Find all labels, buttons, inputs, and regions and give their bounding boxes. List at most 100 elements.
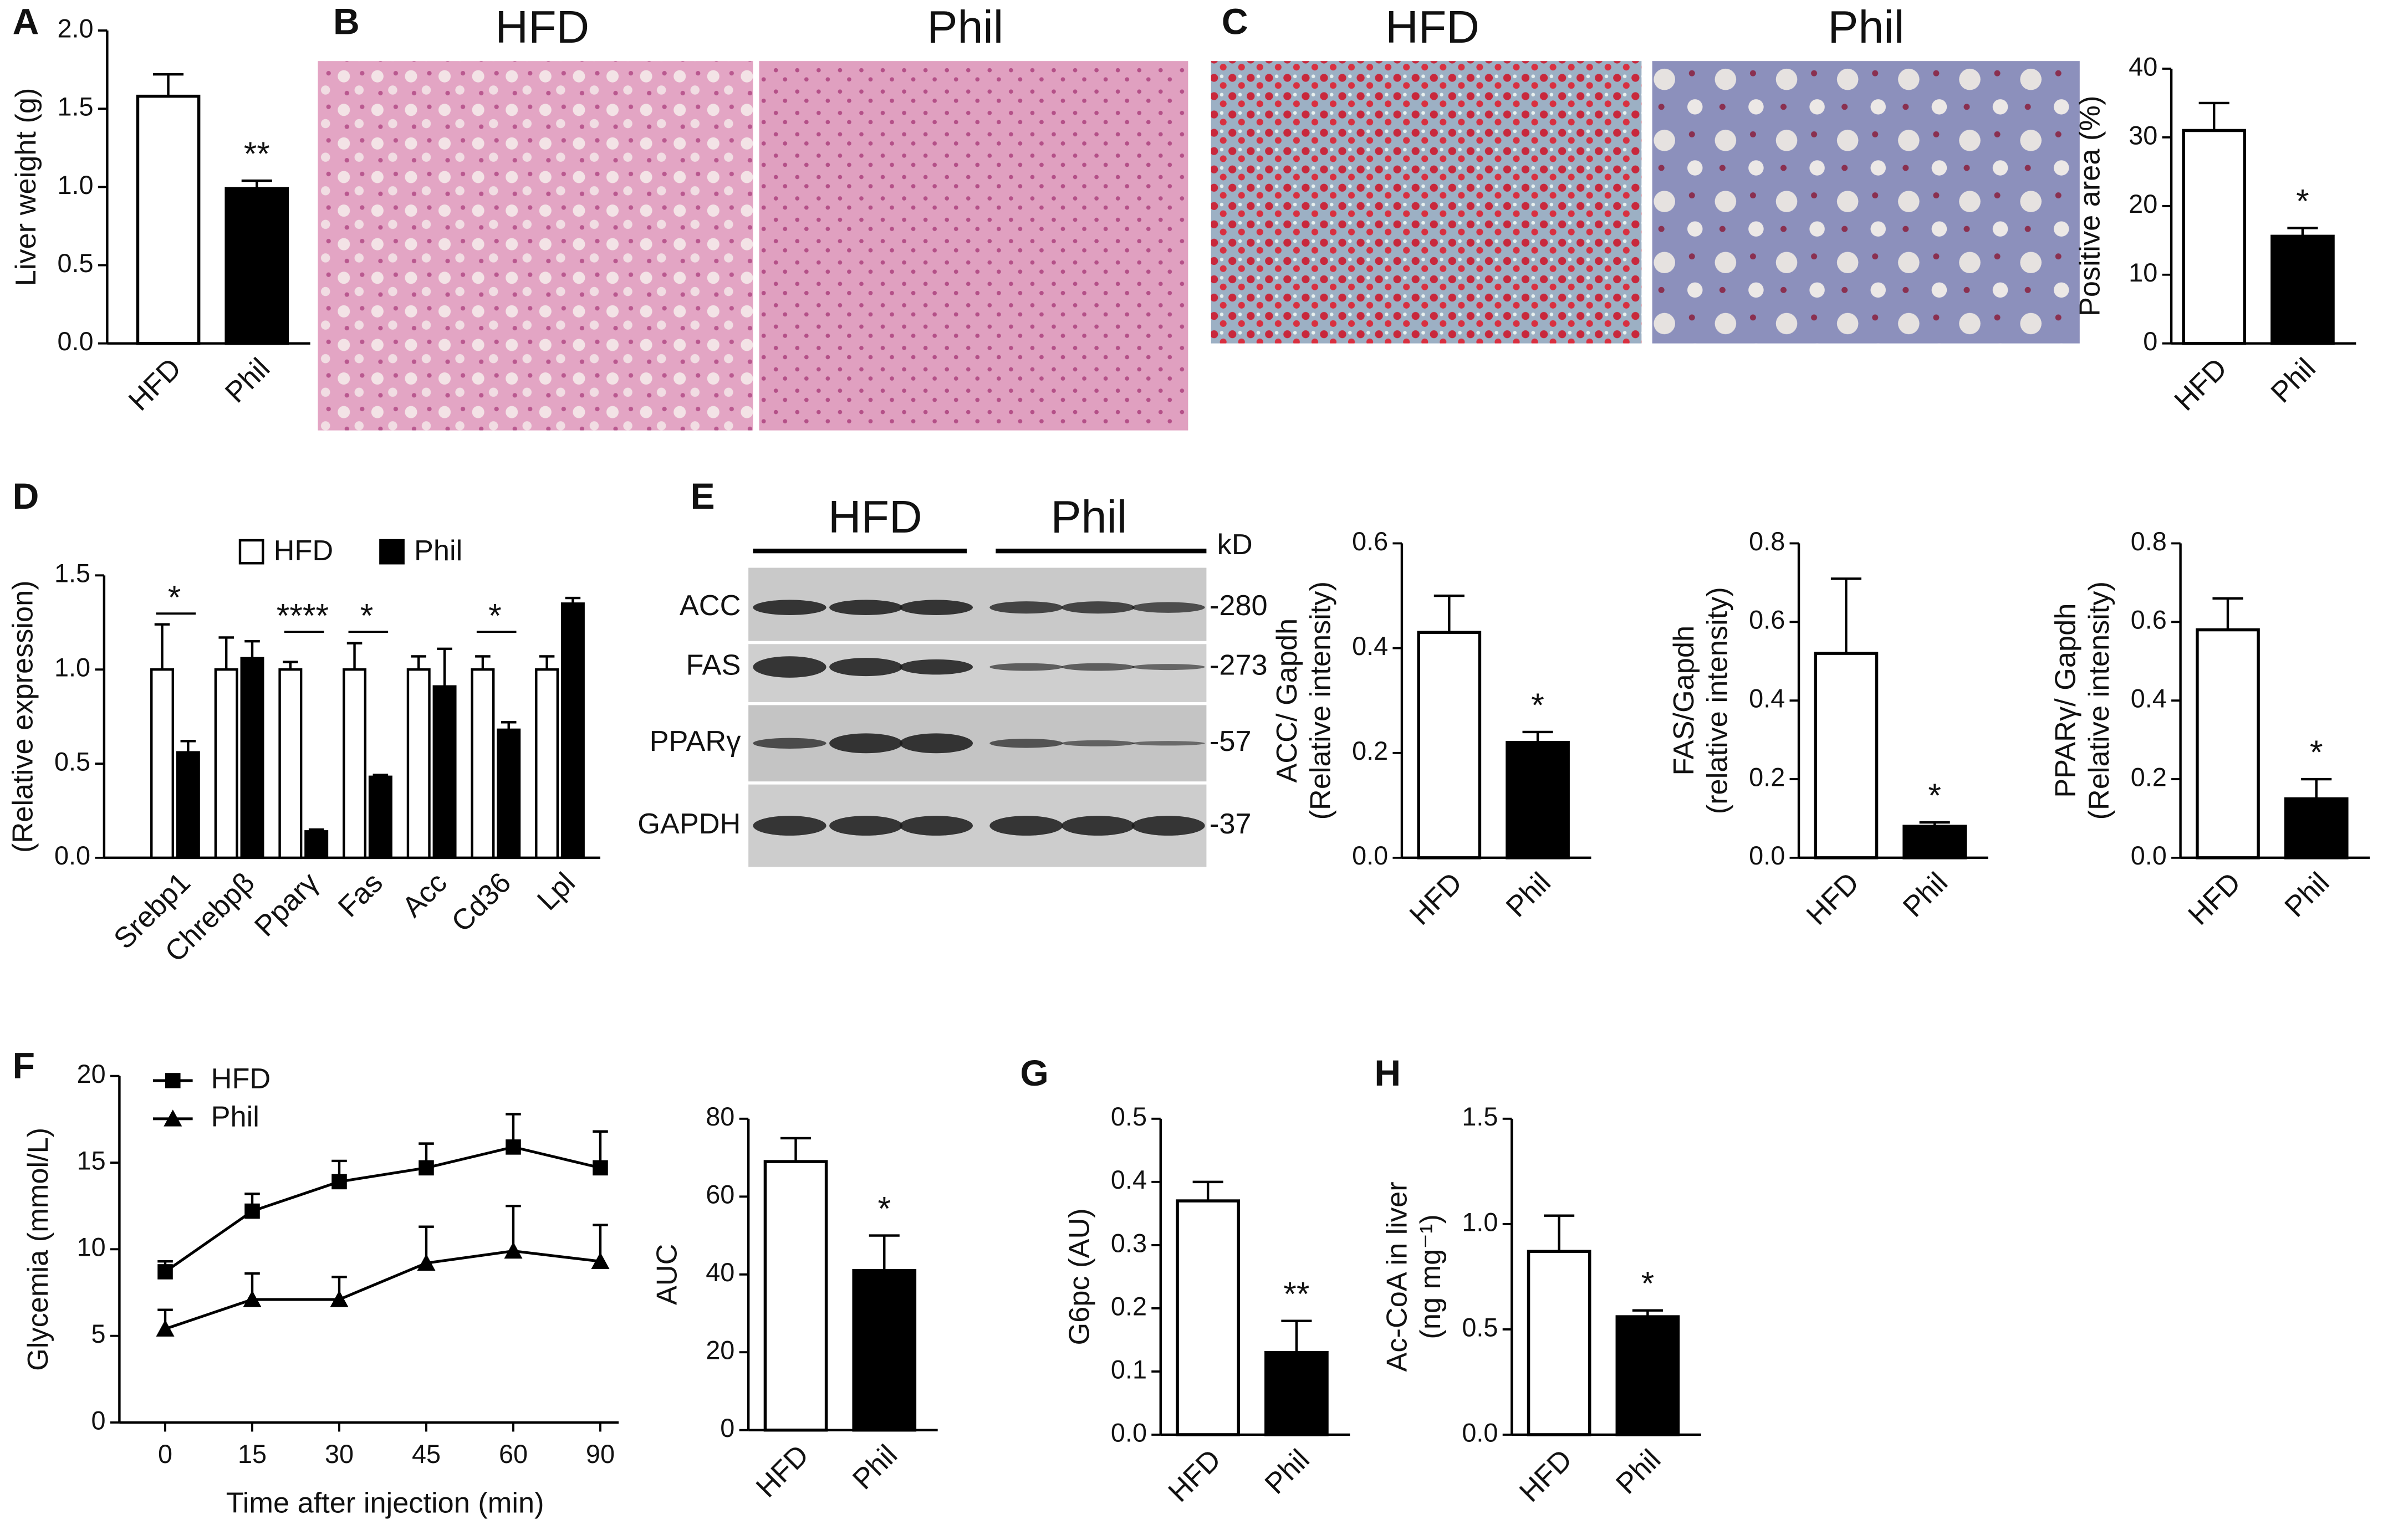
y-tick-label: 0.0: [54, 841, 90, 870]
legend-label: Phil: [211, 1101, 259, 1133]
x-tick-label: Cd36: [446, 867, 517, 938]
bar: [304, 830, 329, 859]
error-bar: [1830, 577, 1861, 654]
bar: [1814, 652, 1879, 859]
significance: *: [1641, 1265, 1655, 1302]
error-bar: [411, 655, 427, 670]
y-tick-label: 0.2: [1111, 1292, 1147, 1321]
size-label: -280: [1210, 590, 1268, 622]
blot-band: [753, 816, 826, 836]
y-tick-label: 1.5: [1462, 1102, 1498, 1131]
chart: 0 5 10 15 20 Glycemia (mmol/L) 0 15 30 45 60 90 Time…: [22, 1060, 619, 1519]
significance: *: [2296, 182, 2309, 219]
significance: *: [2310, 733, 2323, 771]
bar: [852, 1268, 917, 1432]
marker: [419, 1160, 434, 1176]
x-axis-label: Time after injection (min): [226, 1487, 544, 1519]
bar: [471, 668, 495, 859]
y-tick-label: 0.1: [1111, 1355, 1147, 1384]
legend-marker: [164, 1109, 182, 1127]
x-tick-label: Phil: [1610, 1444, 1667, 1501]
y-tick-label: 0: [720, 1414, 734, 1442]
panel-label: D: [13, 476, 39, 517]
group-label: Phil: [1050, 491, 1127, 543]
bar: [1506, 741, 1570, 859]
x-tick-label: 15: [238, 1440, 267, 1469]
significance: **: [1283, 1275, 1309, 1313]
image-title: HFD: [495, 1, 589, 53]
y-axis-label: ACC/ Gapdh: [1271, 618, 1303, 783]
error-bar: [2212, 597, 2243, 630]
error-bar: [180, 740, 196, 753]
line: [165, 1249, 601, 1331]
y-tick-label: 20: [2129, 190, 2157, 218]
bar: [1615, 1315, 1680, 1436]
y-tick-label: 30: [2129, 121, 2157, 150]
blot-band: [1131, 602, 1205, 613]
y-tick-label: 0.0: [1749, 841, 1785, 870]
x-tick-label: Acc: [396, 867, 453, 924]
x-tick-label: 60: [499, 1440, 528, 1469]
blot-band: [1131, 741, 1205, 746]
blot-band: [753, 600, 826, 615]
x-tick-label: Phil: [1259, 1444, 1316, 1501]
chart: 0.0 0.5 1.0 1.5 Ac-CoA in liver (ng mg⁻¹) HFD P…: [1381, 1102, 1701, 1508]
x-tick-label: 30: [325, 1440, 354, 1469]
marker: [157, 1264, 173, 1280]
bar: [1417, 631, 1482, 859]
y-axis-label: Positive area (%): [2074, 96, 2106, 316]
error-bar: [1632, 1309, 1663, 1317]
marker: [331, 1174, 347, 1190]
error-bar: [241, 179, 272, 189]
protein-label: ACC: [680, 590, 741, 622]
bar: [1902, 825, 1967, 859]
bar: [343, 668, 367, 859]
blot-strip: [748, 644, 1207, 702]
unit-label: kD: [1217, 529, 1253, 561]
blot-band: [1131, 664, 1205, 671]
x-tick-label: Phil: [2279, 867, 2336, 924]
error-bar: [308, 828, 324, 832]
blot-strip: [748, 567, 1207, 641]
chart: 0.0 0.2 0.4 0.6 0.8 PPARγ/ Gapdh (Relative int…: [2050, 527, 2370, 932]
y-tick-label: 0.4: [1111, 1165, 1147, 1194]
bar: [2284, 797, 2349, 859]
y-tick-label: 0: [91, 1406, 106, 1435]
error-bar: [1433, 594, 1465, 633]
y-axis-label: Liver weight (g): [10, 88, 42, 286]
y-tick-label: 0.0: [58, 327, 94, 356]
x-tick-label: Fas: [332, 867, 389, 924]
x-tick-label: Phil: [1897, 867, 1954, 924]
blot-band: [1061, 663, 1135, 671]
size-label: -57: [1210, 725, 1252, 758]
error-bar: [2301, 777, 2332, 799]
error-bar: [437, 647, 452, 687]
y-tick-label: 0.3: [1111, 1229, 1147, 1257]
chart: 0.0 0.5 1.0 1.5 2.0 Liver weight (g) HFD Phil **: [10, 14, 310, 417]
bar: [2196, 628, 2260, 859]
error-bar: [565, 596, 581, 604]
blot-band: [899, 659, 973, 675]
error-bar: [780, 1137, 812, 1162]
y-tick-label: 0.5: [1111, 1102, 1147, 1131]
y-tick-label: 0.6: [1352, 527, 1388, 556]
y-tick-label: 0.5: [54, 747, 90, 776]
error-bar: [1919, 821, 1950, 827]
significance: *: [168, 578, 181, 616]
y-tick-label: 0.5: [58, 249, 94, 278]
y-tick-label: 10: [2129, 258, 2157, 287]
y-axis-label: FAS/Gapdh: [1668, 626, 1700, 776]
marker: [330, 1290, 349, 1307]
blot-band: [899, 733, 973, 754]
bar: [136, 94, 201, 345]
y-tick-label: 0.4: [1352, 632, 1388, 661]
panel-label: E: [690, 476, 715, 517]
oro-image-hfd: [1211, 61, 1642, 344]
blot-band: [899, 816, 973, 836]
error-bar: [2287, 227, 2318, 237]
y-tick-label: 0.6: [2131, 606, 2167, 635]
chart: 0.0 0.2 0.4 0.6 0.8 FAS/Gapdh (relative intens…: [1668, 527, 1988, 932]
legend-label: HFD: [211, 1063, 271, 1095]
y-tick-label: 20: [77, 1060, 106, 1088]
y-tick-label: 0.8: [2131, 527, 2167, 556]
